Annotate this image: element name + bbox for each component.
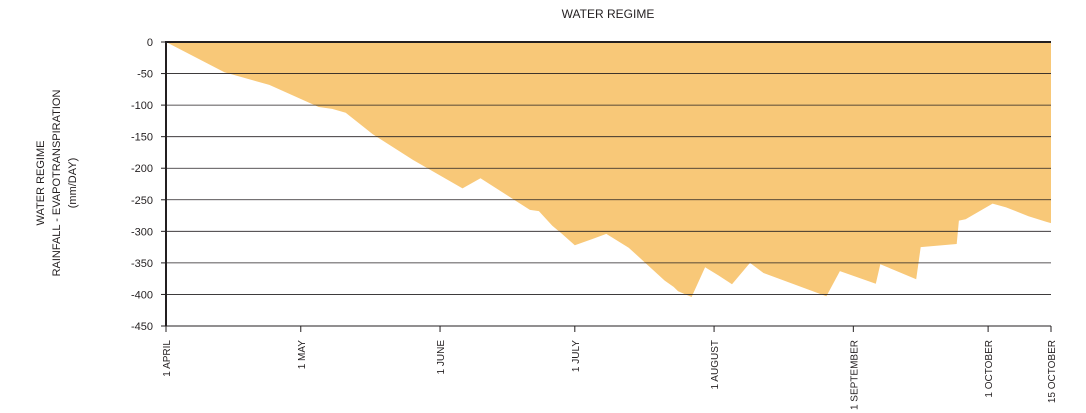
y-axis-label-line-2: RAINFALL - EVAPOTRANSPIRATION [51, 90, 63, 277]
x-tick-label: 1 AUGUST [710, 340, 721, 389]
y-tick-label: -350 [131, 258, 153, 270]
chart-title: WATER REGIME [562, 7, 655, 21]
y-tick-label: 0 [147, 37, 153, 49]
plot-area: 0 -50 -100 -150 -200 -250 -300 -350 -400 -450 1 AP… [131, 37, 1058, 410]
x-tick-label: 1 MAY [297, 340, 308, 370]
x-tick-label: 1 OCTOBER [984, 340, 995, 398]
x-tick-label: 1 APRIL [162, 340, 173, 377]
water-deficit-area [166, 42, 1051, 297]
x-tick-label: 15 OCTOBER [1047, 340, 1058, 403]
y-tick-label: -200 [131, 163, 153, 175]
x-tick-label: 1 SEPTEMBER [849, 340, 860, 410]
y-tick-label: -100 [131, 100, 153, 112]
y-tick-label: -250 [131, 195, 153, 207]
x-tick-label: 1 JULY [571, 340, 582, 372]
y-tick-label: -150 [131, 132, 153, 144]
x-tick-label: 1 JUNE [436, 340, 447, 375]
y-axis-label-line-3: (mm/DAY) [67, 158, 79, 209]
y-tick-label: -450 [131, 321, 153, 333]
y-tick-label: -50 [137, 69, 153, 81]
y-tick-label: -300 [131, 226, 153, 238]
y-tick-label: -400 [131, 289, 153, 301]
y-axis-label: WATER REGIME RAINFALL - EVAPOTRANSPIRATI… [35, 90, 79, 277]
y-axis-label-line-1: WATER REGIME [35, 141, 47, 226]
